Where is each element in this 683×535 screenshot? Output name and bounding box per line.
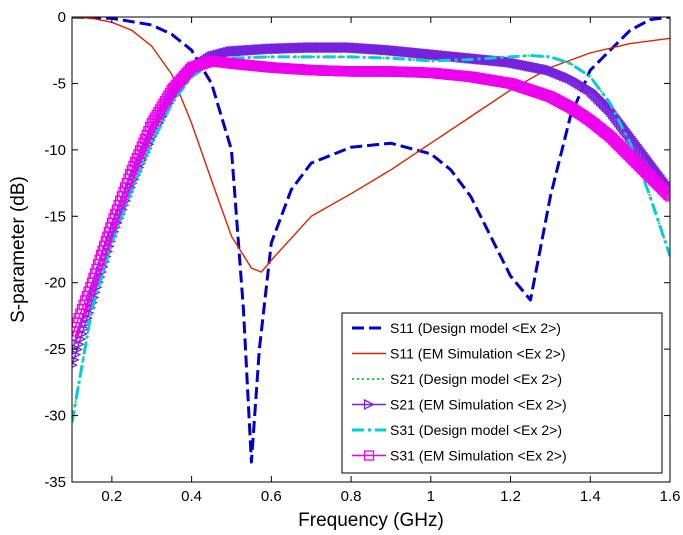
legend-marker-6 [363, 450, 375, 461]
x-tick-label: 0.4 [181, 488, 202, 505]
series-2 [72, 17, 670, 273]
axes-layer [71, 16, 671, 483]
series-4 [72, 42, 670, 369]
y-tick-label: -10 [44, 142, 66, 159]
x-tick-label: 1 [427, 488, 435, 505]
y-tick-label: 0 [58, 9, 66, 26]
x-tick-label: 1.6 [660, 488, 681, 505]
x-tick-label: 0.2 [101, 488, 122, 505]
legend-label-1: S11 (Design model <Ex 2>) [390, 320, 561, 336]
legend: S11 (Design model <Ex 2>) S11 (EM Simulat… [341, 312, 663, 474]
y-tick-label: -15 [44, 208, 66, 225]
legend-label-3: S21 (Design model <Ex 2>) [390, 371, 562, 387]
series-layer [72, 17, 670, 464]
legend-label-5: S31 (Design model <Ex 2>) [390, 422, 562, 438]
legend-label-4: S21 (EM Simulation <Ex 2>) [390, 397, 567, 413]
x-tick-label: 0.6 [261, 488, 282, 505]
x-tick-label: 0.8 [341, 488, 362, 505]
legend-label-2: S11 (EM Simulation <Ex 2>) [390, 346, 566, 362]
axes-box [71, 16, 671, 483]
series-5 [72, 54, 670, 423]
ticks-layer: 0.2 0.4 0.6 0.8 1 1.2 1.4 1.6 0 -5 -10 -15 -20 -25 -30… [44, 9, 680, 505]
legend-label-6: S31 (EM Simulation <Ex 2>) [390, 448, 567, 464]
series-6 [72, 55, 670, 342]
series-6-point [661, 188, 670, 199]
series-line-2 [72, 17, 670, 273]
x-tick-label: 1.2 [500, 488, 521, 505]
y-tick-label: -35 [44, 474, 66, 491]
y-tick-label: -5 [53, 75, 66, 92]
legend-box [341, 312, 663, 474]
x-tick-label: 1.4 [580, 488, 601, 505]
x-axis-label: Frequency (GHz) [298, 510, 444, 531]
series-line-5 [72, 54, 670, 423]
y-tick-label: -30 [44, 408, 66, 425]
y-axis-label: S-parameter (dB) [8, 176, 29, 323]
series-6-point [663, 189, 670, 200]
legend-marker-4 [363, 398, 375, 411]
y-tick-label: -25 [44, 341, 66, 358]
y-tick-label: -20 [44, 275, 66, 292]
series-6-point [664, 191, 670, 202]
